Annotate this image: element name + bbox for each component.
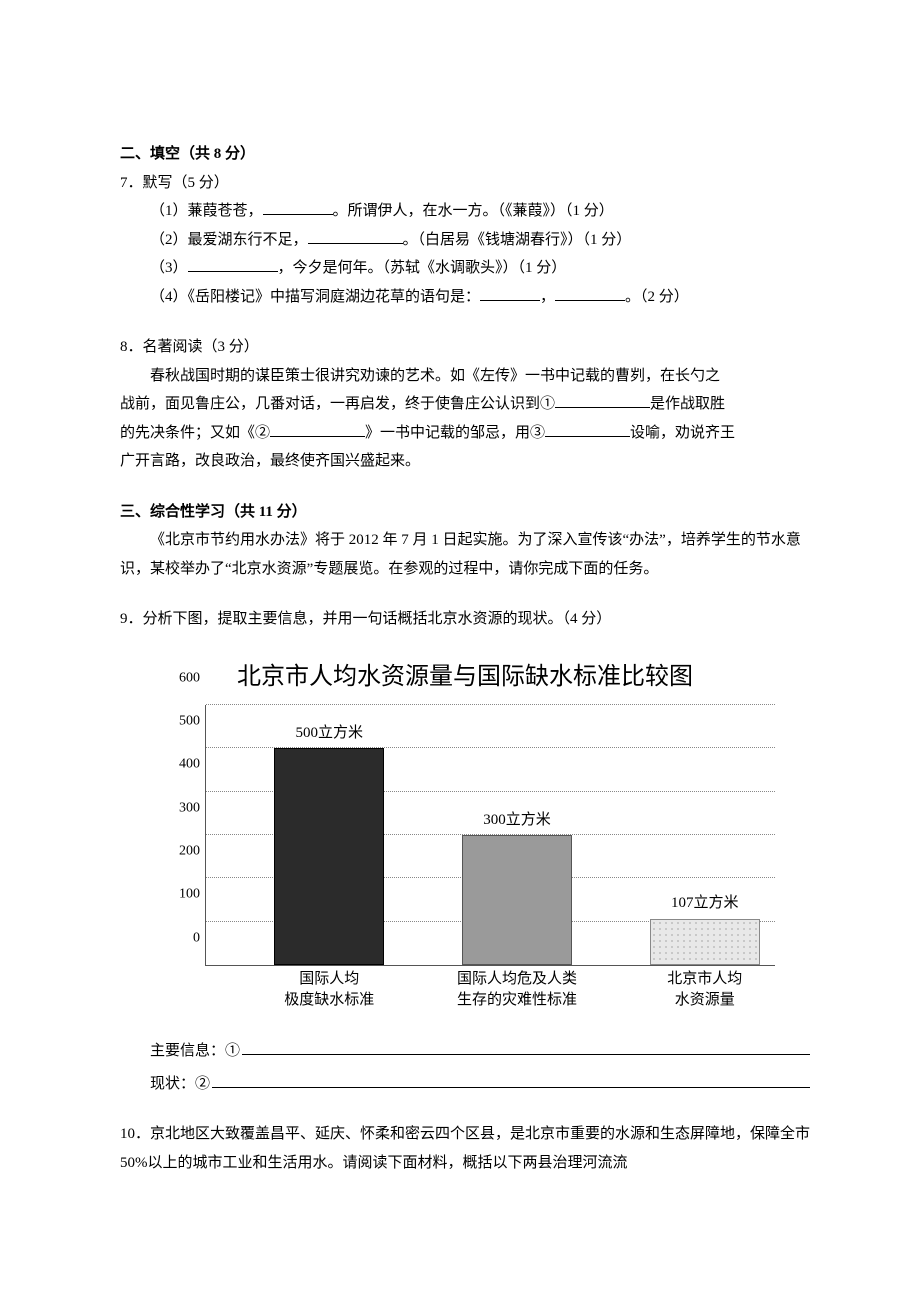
q7-2-pre: （2）最爱湖东行不足， bbox=[150, 232, 308, 248]
q7-item-4: （4）《岳阳楼记》中描写洞庭湖边花草的语句是： ， 。（2 分） bbox=[120, 283, 810, 312]
chart-x-category: 国际人均危及人类生存的灾难性标准 bbox=[437, 965, 597, 1011]
section-3-intro: 《北京市节约用水办法》将于 2012 年 7 月 1 日起实施。为了深入宣传该“… bbox=[120, 526, 810, 583]
q10-text: 10．京北地区大致覆盖昌平、延庆、怀柔和密云四个区县，是北京市重要的水源和生态屏… bbox=[120, 1120, 810, 1177]
exam-page: 二、填空（共 8 分） 7．默写（5 分） （1）蒹葭苍苍， 。所谓伊人，在水一方… bbox=[0, 0, 920, 1302]
chart-gridline bbox=[206, 704, 775, 705]
chart-ytick: 100 bbox=[164, 882, 200, 909]
q7-3-post: ，今夕是何年。（苏轼《水调歌头》）（1 分） bbox=[278, 260, 567, 276]
section-2-heading: 二、填空（共 8 分） bbox=[120, 140, 810, 169]
q9-answers: 主要信息：① 现状：② bbox=[120, 1037, 810, 1098]
q8-l3b: 》一书中记载的邹忌，用③ bbox=[365, 425, 545, 441]
q7-4-sep: ， bbox=[540, 289, 555, 305]
q7-4-pre: （4）《岳阳楼记》中描写洞庭湖边花草的语句是： bbox=[150, 289, 480, 305]
q7-title: 7．默写（5 分） bbox=[120, 169, 810, 198]
q8-blank-2[interactable] bbox=[270, 421, 365, 437]
chart-ytick: 200 bbox=[164, 839, 200, 866]
chart-area: 0100200300400500600500立方米国际人均极度缺水标准300立方… bbox=[205, 705, 775, 1005]
q8-l1a: 春秋战国时期的谋臣策士很讲究劝谏的艺术。如《左传》一书中记载的曹刿，在长勺之 bbox=[150, 368, 720, 384]
chart-bar-label: 107立方米 bbox=[671, 889, 739, 918]
section-3-heading: 三、综合性学习（共 11 分） bbox=[120, 498, 810, 527]
q9-answer-1-row: 主要信息：① bbox=[150, 1037, 810, 1066]
q7-3-pre: （3） bbox=[150, 260, 188, 276]
q8-l2a: 战前，面见鲁庄公，几番对话，一再启发，终于使鲁庄公认识到① bbox=[120, 396, 555, 412]
chart-bar: 107立方米 bbox=[650, 919, 760, 965]
q9-answer-1-blank[interactable] bbox=[242, 1039, 810, 1055]
q8-l3c: 设喻，劝说齐王 bbox=[630, 425, 735, 441]
q9-answer-2-label: 现状：② bbox=[150, 1070, 210, 1099]
q7-4-post: 。（2 分） bbox=[625, 289, 689, 305]
q9-answer-2-row: 现状：② bbox=[150, 1070, 810, 1099]
chart-ytick: 500 bbox=[164, 709, 200, 736]
q7-3-blank[interactable] bbox=[188, 256, 278, 272]
q7-item-2: （2）最爱湖东行不足， 。（白居易《钱塘湖春行》）（1 分） bbox=[120, 226, 810, 255]
q7-item-1: （1）蒹葭苍苍， 。所谓伊人，在水一方。（《蒹葭》）（1 分） bbox=[120, 197, 810, 226]
chart-ytick: 0 bbox=[164, 925, 200, 952]
q7-2-post: 。（白居易《钱塘湖春行》）（1 分） bbox=[403, 232, 632, 248]
q9-answer-2-blank[interactable] bbox=[212, 1072, 810, 1088]
q8-l2b: 是作战取胜 bbox=[650, 396, 725, 412]
q7-1-post: 。所谓伊人，在水一方。（《蒹葭》）（1 分） bbox=[333, 203, 614, 219]
q8-title: 8．名著阅读（3 分） bbox=[120, 333, 810, 362]
chart-ytick: 600 bbox=[164, 665, 200, 692]
q8-body: 春秋战国时期的谋臣策士很讲究劝谏的艺术。如《左传》一书中记载的曹刿，在长勺之 战… bbox=[120, 362, 810, 476]
q7-4-blank1[interactable] bbox=[480, 285, 540, 301]
chart-x-category: 国际人均极度缺水标准 bbox=[249, 965, 409, 1011]
q7-item-3: （3） ，今夕是何年。（苏轼《水调歌头》）（1 分） bbox=[120, 254, 810, 283]
chart-bar-label: 500立方米 bbox=[296, 719, 364, 748]
q7-1-blank[interactable] bbox=[263, 199, 333, 215]
chart-ytick: 300 bbox=[164, 795, 200, 822]
q8-l4: 广开言路，改良政治，最终使齐国兴盛起来。 bbox=[120, 447, 810, 476]
water-chart: 北京市人均水资源量与国际缺水标准比较图 01002003004005006005… bbox=[155, 654, 775, 1006]
q8-blank-1[interactable] bbox=[555, 392, 650, 408]
q7-1-pre: （1）蒹葭苍苍， bbox=[150, 203, 263, 219]
q9-answer-1-label: 主要信息：① bbox=[150, 1037, 240, 1066]
chart-plot: 0100200300400500600500立方米国际人均极度缺水标准300立方… bbox=[205, 705, 775, 966]
q7-4-blank2[interactable] bbox=[555, 285, 625, 301]
chart-bar: 500立方米 bbox=[274, 748, 384, 965]
chart-ytick: 400 bbox=[164, 752, 200, 779]
chart-bar: 300立方米 bbox=[462, 835, 572, 965]
q7-2-blank[interactable] bbox=[308, 228, 403, 244]
q8-blank-3[interactable] bbox=[545, 421, 630, 437]
chart-x-category: 北京市人均水资源量 bbox=[625, 965, 785, 1011]
q8-l3a: 的先决条件；又如《② bbox=[120, 425, 270, 441]
q9-title: 9．分析下图，提取主要信息，并用一句话概括北京水资源的现状。（4 分） bbox=[120, 605, 810, 634]
chart-bar-label: 300立方米 bbox=[483, 806, 551, 835]
chart-title: 北京市人均水资源量与国际缺水标准比较图 bbox=[155, 654, 775, 700]
